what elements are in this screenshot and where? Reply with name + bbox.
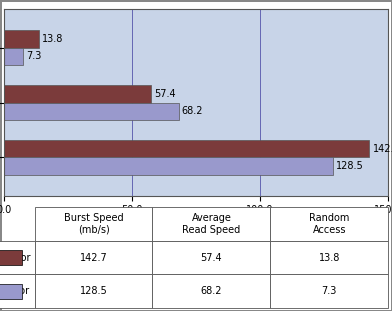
Bar — [4, 103, 179, 120]
Text: 142.7: 142.7 — [372, 144, 392, 154]
Bar — [4, 157, 333, 175]
Bar — [0, 250, 22, 265]
Bar — [0, 284, 22, 299]
Text: 7.3: 7.3 — [26, 51, 41, 62]
Bar — [4, 48, 23, 65]
Bar — [4, 85, 151, 103]
Text: 128.5: 128.5 — [336, 161, 364, 171]
Bar — [4, 140, 369, 157]
Bar — [4, 30, 39, 48]
Text: 68.2: 68.2 — [181, 106, 203, 116]
Text: 13.8: 13.8 — [42, 34, 64, 44]
Text: 57.4: 57.4 — [154, 89, 176, 99]
